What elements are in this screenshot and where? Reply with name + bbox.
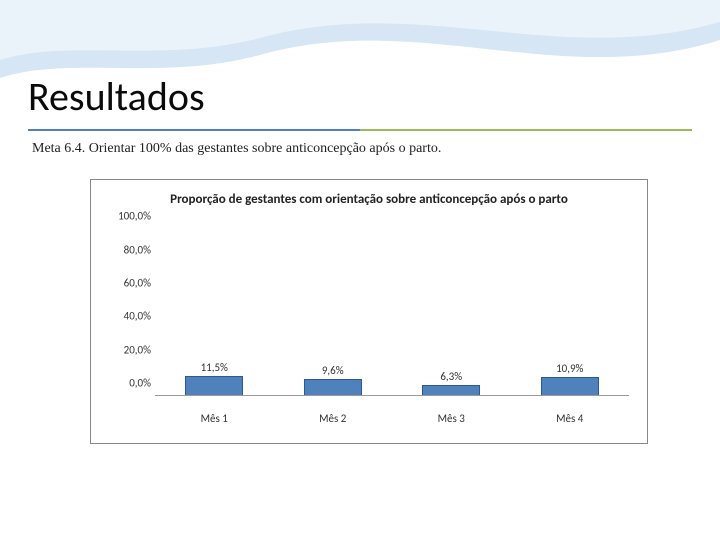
chart-title: Proporção de gestantes com orientação so… [109,192,629,208]
bar-4 [541,377,599,397]
bar-col-3: 6,3% [406,370,496,396]
xtick-1: Mês 1 [169,412,259,425]
y-axis-ticks: 100,0% 80,0% 60,0% 40,0% 20,0% 0,0% [109,216,155,396]
bar-label-3: 6,3% [440,370,462,383]
bar-col-2: 9,6% [288,364,378,396]
ytick-100: 100,0% [109,210,151,223]
bar-1 [185,376,243,397]
bars-row: 11,5% 9,6% 6,3% 10,9% [155,216,629,396]
ytick-20: 20,0% [109,343,151,356]
plot: 11,5% 9,6% 6,3% 10,9% [155,216,629,396]
title-underline [28,129,692,131]
bar-label-1: 11,5% [201,361,228,374]
xtick-3: Mês 3 [406,412,496,425]
xtick-4: Mês 4 [525,412,615,425]
bar-label-4: 10,9% [556,362,583,375]
xtick-2: Mês 2 [288,412,378,425]
bar-label-2: 9,6% [322,364,344,377]
chart-frame: Proporção de gestantes com orientação so… [90,179,648,444]
bar-col-4: 10,9% [525,362,615,397]
bar-2 [304,379,362,396]
slide-title: Resultados [28,72,692,121]
slide-content: Resultados Meta 6.4. Orientar 100% das g… [0,0,720,444]
bar-col-1: 11,5% [169,361,259,397]
ytick-80: 80,0% [109,243,151,256]
ytick-40: 40,0% [109,310,151,323]
slide-subtitle: Meta 6.4. Orientar 100% das gestantes so… [32,141,692,157]
x-axis-line [155,395,629,396]
ytick-60: 60,0% [109,277,151,290]
x-axis-labels: Mês 1 Mês 2 Mês 3 Mês 4 [109,412,629,425]
plot-area: 100,0% 80,0% 60,0% 40,0% 20,0% 0,0% 11,5… [109,216,629,396]
ytick-0: 0,0% [109,377,151,390]
